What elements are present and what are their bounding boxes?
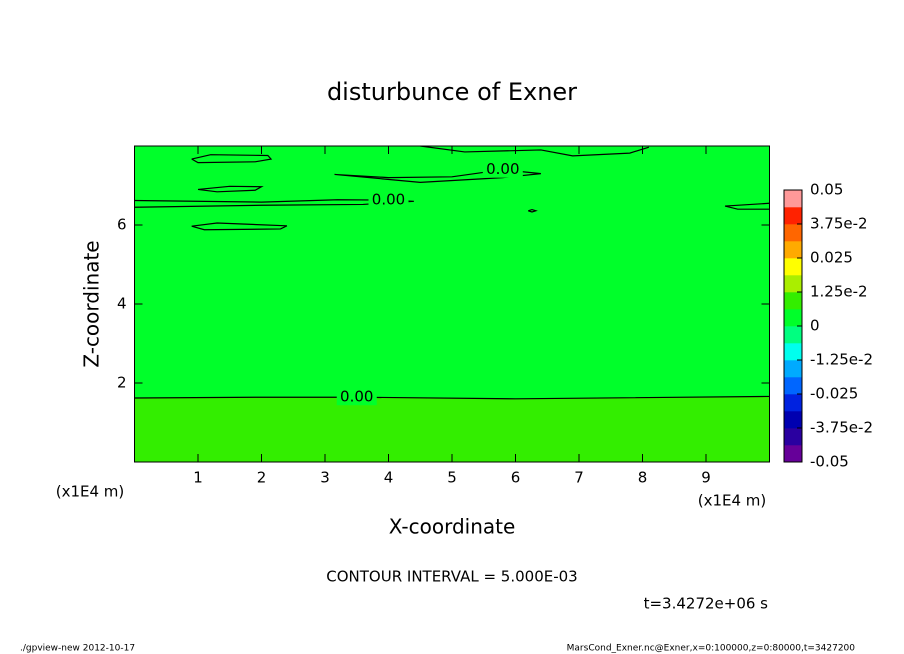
colorbar-tick-label: 3.75e-2 (810, 215, 868, 233)
contour-line (191, 222, 288, 231)
colorbar-band (784, 377, 802, 395)
colorbar-tick-label: -1.25e-2 (810, 351, 873, 369)
colorbar-band (784, 275, 802, 293)
contour-line (724, 202, 770, 210)
colorbar-band (784, 309, 802, 327)
y-axis-label: Z-coordinate (80, 240, 104, 367)
colorbar-band (784, 428, 802, 446)
contour-label: 0.00 (486, 160, 519, 178)
colorbar-tick-label: 1.25e-2 (810, 283, 868, 301)
contour-line (420, 146, 650, 157)
x-tick-label: 3 (320, 469, 330, 487)
colorbar-tick-label: 0 (810, 317, 820, 335)
annotation: CONTOUR INTERVAL = 5.000E-03 (326, 568, 577, 586)
contour-label-bg (368, 192, 409, 209)
y-tick-label: 4 (117, 295, 127, 313)
colorbar-tick-label: 0.025 (810, 249, 853, 267)
colorbar-band (784, 292, 802, 310)
colorbar-tick-label: -0.05 (810, 453, 849, 471)
x-tick-label: 4 (384, 469, 394, 487)
x-tick-label: 9 (701, 469, 711, 487)
footer: MarsCond_Exner.nc@Exner,x=0:100000,z=0:8… (567, 644, 856, 654)
y-tick-label: 2 (117, 374, 127, 392)
x-tick-label: 5 (447, 469, 457, 487)
contour-line (197, 185, 264, 193)
contour-label: 0.00 (340, 388, 373, 406)
contour-label-bg (482, 161, 523, 178)
colorbar-tick-label: 0.05 (810, 181, 843, 199)
colorbar-band (784, 326, 802, 344)
x-tick-label: 1 (193, 469, 203, 487)
colorbar-tick-label: -0.025 (810, 385, 858, 403)
x-unit-label: (x1E4 m) (56, 483, 125, 501)
x-unit-label: (x1E4 m) (698, 492, 767, 510)
footer: ./gpview-new 2012-10-17 (20, 644, 135, 654)
contour-line (191, 154, 273, 164)
x-axis-label: X-coordinate (389, 515, 516, 539)
contour-line (528, 208, 538, 213)
contour-label: 0.00 (372, 191, 405, 209)
colorbar-band (784, 258, 802, 276)
annotation: t=3.4272e+06 s (644, 595, 769, 613)
contour-label-bg (336, 389, 377, 406)
x-tick-label: 7 (574, 469, 584, 487)
contours (134, 146, 770, 462)
colorbar-band (784, 343, 802, 361)
x-tick-label: 8 (638, 469, 648, 487)
contour-fill (134, 396, 770, 462)
colorbar-band (784, 207, 802, 225)
chart-title: disturbunce of Exner (327, 78, 577, 106)
y-tick-label: 6 (117, 216, 127, 234)
x-tick-label: 6 (511, 469, 521, 487)
colorbar-band (784, 190, 802, 208)
colorbar-tick-label: -3.75e-2 (810, 419, 873, 437)
colorbar-band (784, 360, 802, 378)
colorbar-band (784, 445, 802, 463)
x-tick-label: 2 (257, 469, 267, 487)
colorbar-band (784, 224, 802, 242)
colorbar-band (784, 241, 802, 259)
colorbar-band (784, 411, 802, 429)
colorbar-band (784, 394, 802, 412)
